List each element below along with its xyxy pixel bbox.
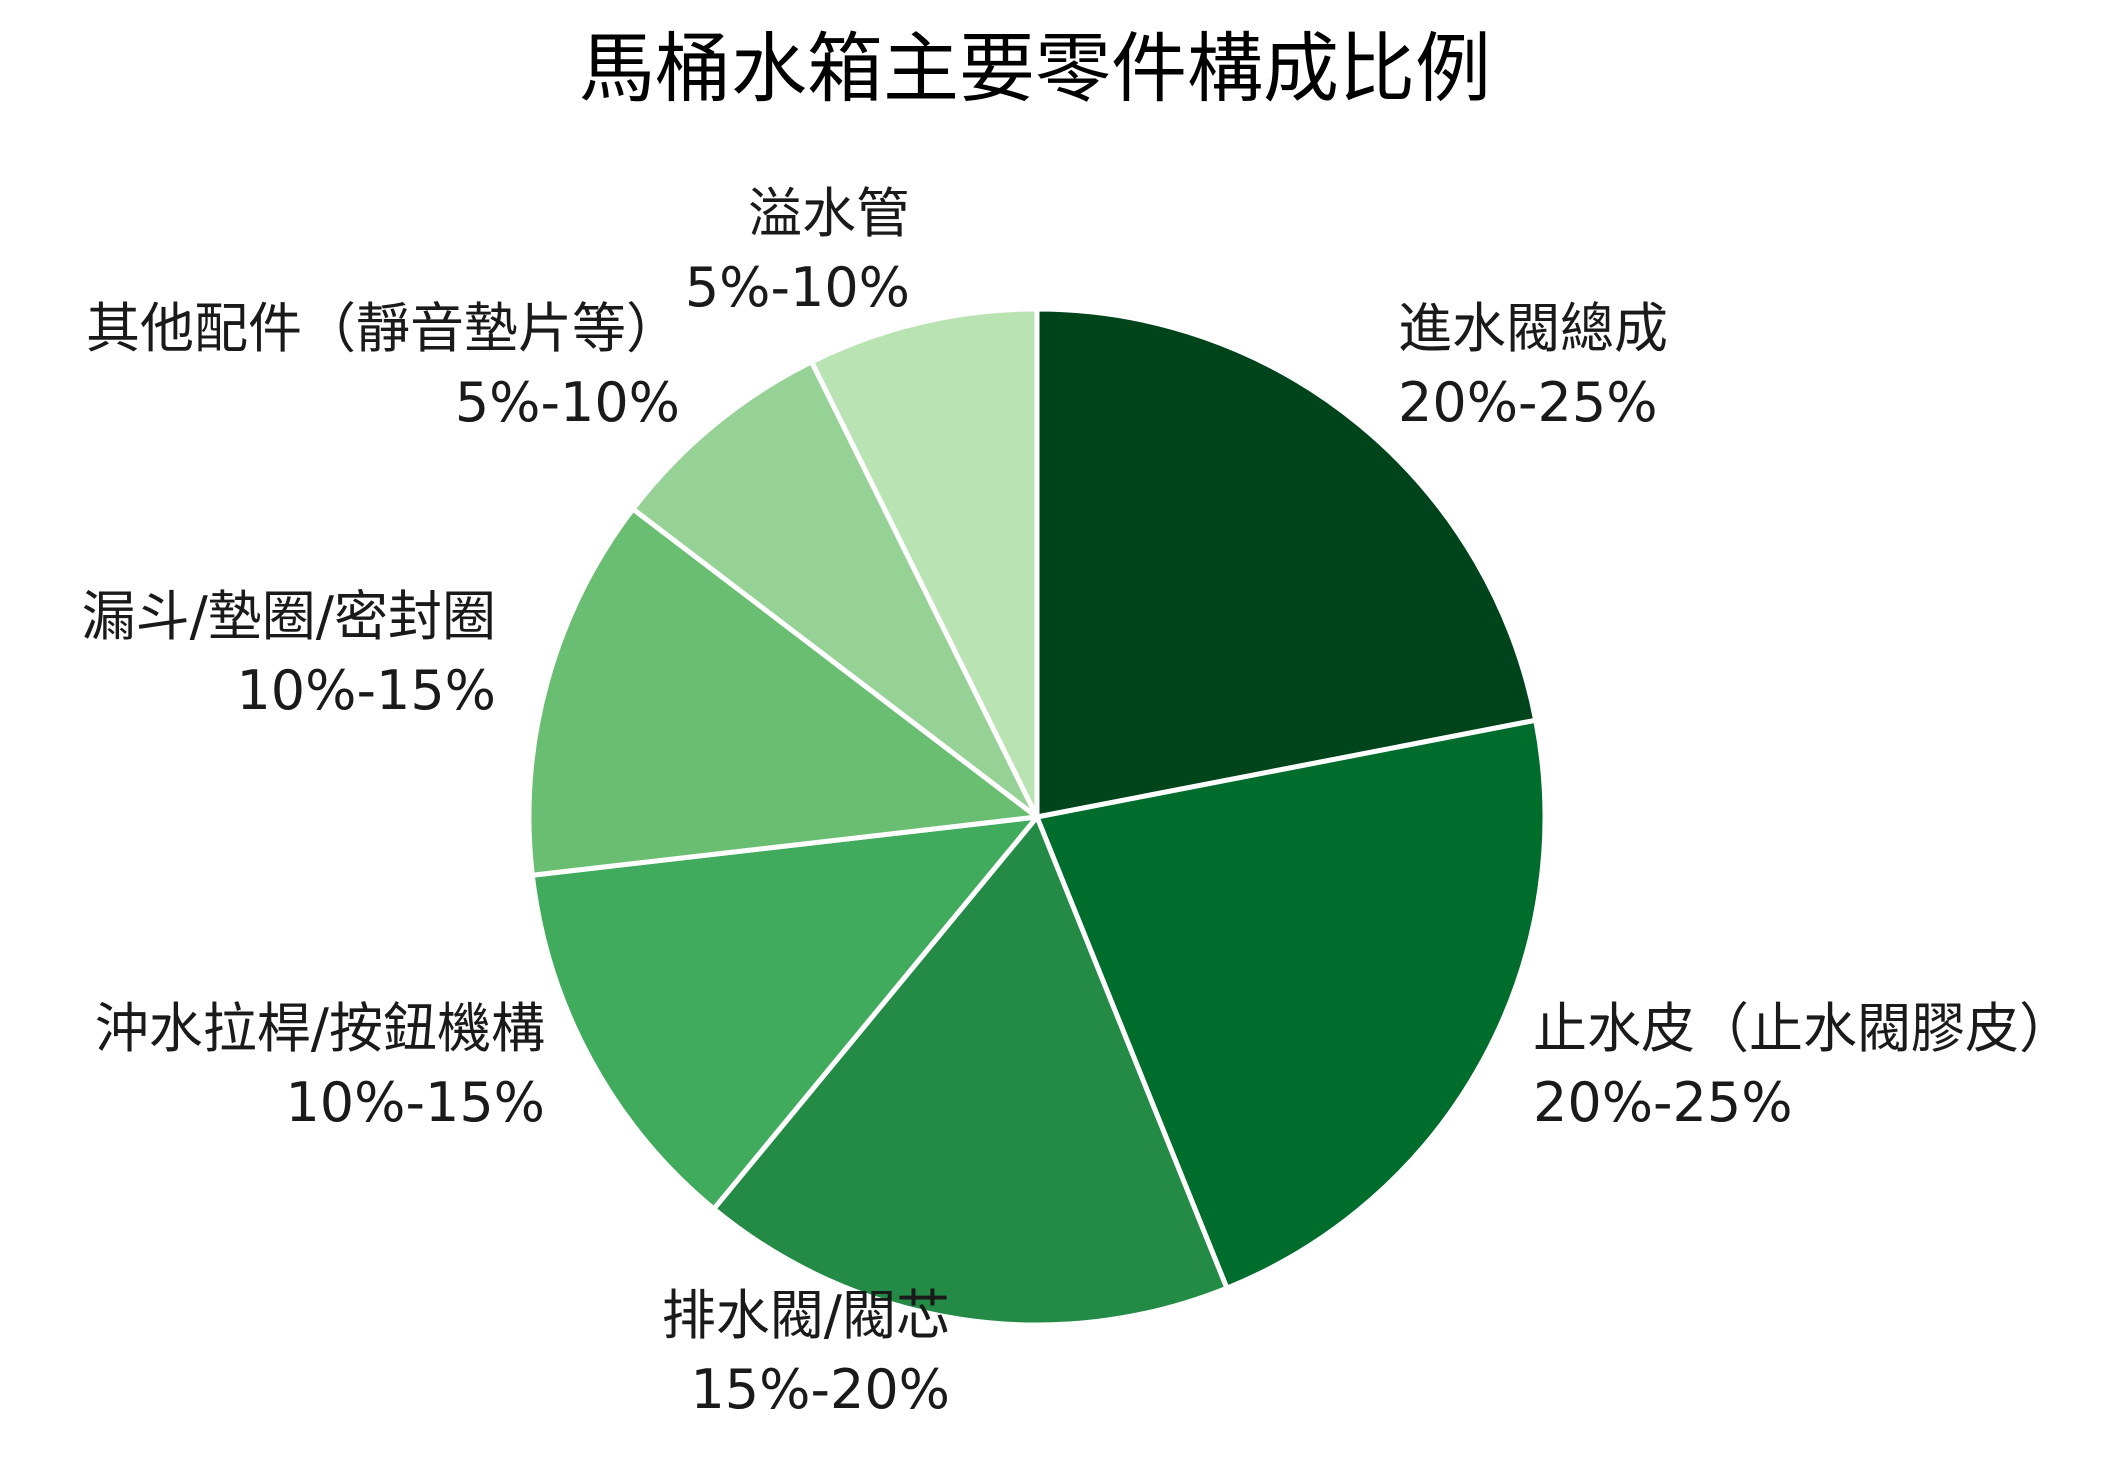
slice-percent-label: 20%-25% [1533,1071,1793,1134]
slice-percent-label: 5%-10% [685,256,910,319]
slice-label: 進水閥總成 [1398,297,1668,360]
pie-slice [711,814,1230,1328]
chart-title: 馬桶水箱主要零件構成比例 [579,24,1491,113]
pie-slice [809,306,1040,820]
slice-percent-label: 20%-25% [1398,371,1658,434]
slice-label: 其他配件（靜音墊片等） [86,297,680,360]
slice-label: 漏斗/墊圈/密封圈 [82,585,496,648]
pie-slice [630,359,1040,820]
pie-slice [1034,306,1539,820]
slice-label: 止水皮（止水閥膠皮） [1533,997,2073,1060]
pie-slice [526,506,1040,878]
pie-labels: 進水閥總成 20%-25% 止水皮（止水閥膠皮） 20%-25% 排水閥/閥芯 15%-2… [82,182,2073,1421]
slice-percent-label: 5%-10% [455,371,680,434]
slice-percent-label: 10%-15% [236,659,496,722]
pie-slice [1034,717,1548,1291]
slice-label: 沖水拉桿/按鈕機構 [95,997,545,1060]
slice-percent-label: 15%-20% [690,1358,950,1421]
pie-slices [526,306,1548,1328]
pie-slice [529,814,1040,1212]
slice-label: 排水閥/閥芯 [662,1284,950,1347]
slice-percent-label: 10%-15% [285,1071,545,1134]
slice-label: 溢水管 [748,182,910,245]
